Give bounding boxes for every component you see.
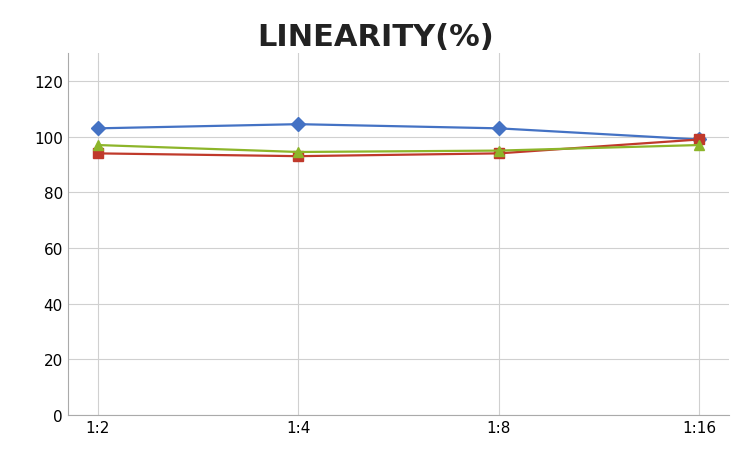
Serum (n=5) <box>294 122 303 128</box>
EDTA plasma (n=5) <box>695 138 704 143</box>
EDTA plasma (n=5) <box>93 152 102 157</box>
Line: Serum (n=5): Serum (n=5) <box>93 120 704 145</box>
Serum (n=5) <box>695 138 704 143</box>
Cell culture media (n=5) <box>93 143 102 148</box>
Serum (n=5) <box>93 126 102 132</box>
Cell culture media (n=5) <box>695 143 704 148</box>
EDTA plasma (n=5) <box>294 154 303 160</box>
Text: LINEARITY(%): LINEARITY(%) <box>258 23 494 51</box>
Line: Cell culture media (n=5): Cell culture media (n=5) <box>93 141 704 157</box>
EDTA plasma (n=5) <box>494 152 503 157</box>
Cell culture media (n=5) <box>294 150 303 155</box>
Cell culture media (n=5) <box>494 148 503 154</box>
Serum (n=5) <box>494 126 503 132</box>
Line: EDTA plasma (n=5): EDTA plasma (n=5) <box>93 135 704 161</box>
